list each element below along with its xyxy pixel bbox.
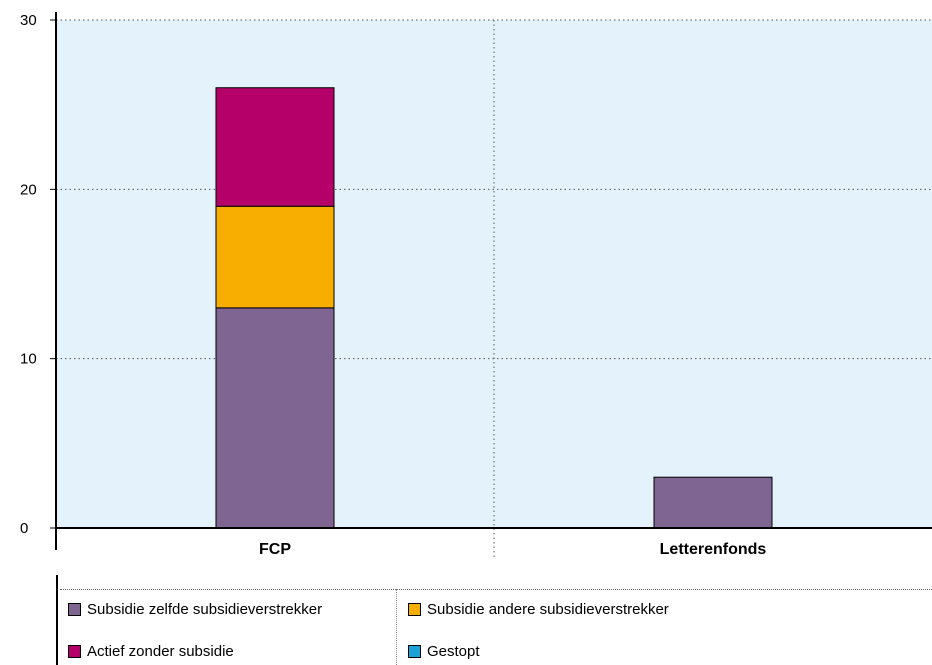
y-tick-label: 30 (20, 12, 37, 29)
legend-label: Subsidie zelfde subsidieverstrekker (87, 601, 323, 618)
bar-group (215, 87, 773, 529)
grid-lines (56, 19, 932, 360)
bar-segment (215, 205, 335, 309)
bar-segment (215, 87, 335, 207)
legend-item-subsidie-zelfde: Subsidie zelfde subsidieverstrekker (68, 601, 322, 618)
y-tick-label: 10 (20, 351, 37, 368)
x-category-label: FCP (259, 541, 291, 558)
y-tick-labels: 0 10 20 30 (20, 12, 56, 537)
y-tick-label: 0 (20, 520, 28, 537)
legend-swatch (408, 603, 421, 616)
legend-label: Gestopt (427, 643, 480, 660)
legend: Subsidie zelfde subsidieverstrekker Subs… (56, 575, 932, 665)
legend-label: Subsidie andere subsidieverstrekker (427, 601, 669, 618)
legend-top-divider (60, 589, 932, 590)
bar-segment (653, 476, 773, 529)
x-category-labels: FCP Letterenfonds (259, 541, 766, 558)
x-category-label: Letterenfonds (660, 541, 767, 558)
legend-item-gestopt: Gestopt (408, 643, 480, 660)
plot-background (56, 20, 932, 528)
legend-swatch (68, 645, 81, 658)
legend-swatch (68, 603, 81, 616)
bar-segment (215, 307, 335, 529)
stacked-bar-chart: 0 10 20 30 FCP Letterenfonds (20, 12, 932, 560)
legend-swatch (408, 645, 421, 658)
legend-column-divider (396, 589, 397, 665)
legend-left-rule (56, 575, 58, 665)
y-tick-label: 20 (20, 181, 37, 198)
legend-label: Actief zonder subsidie (87, 643, 234, 660)
legend-item-actief-zonder: Actief zonder subsidie (68, 643, 234, 660)
legend-item-subsidie-andere: Subsidie andere subsidieverstrekker (408, 601, 669, 618)
